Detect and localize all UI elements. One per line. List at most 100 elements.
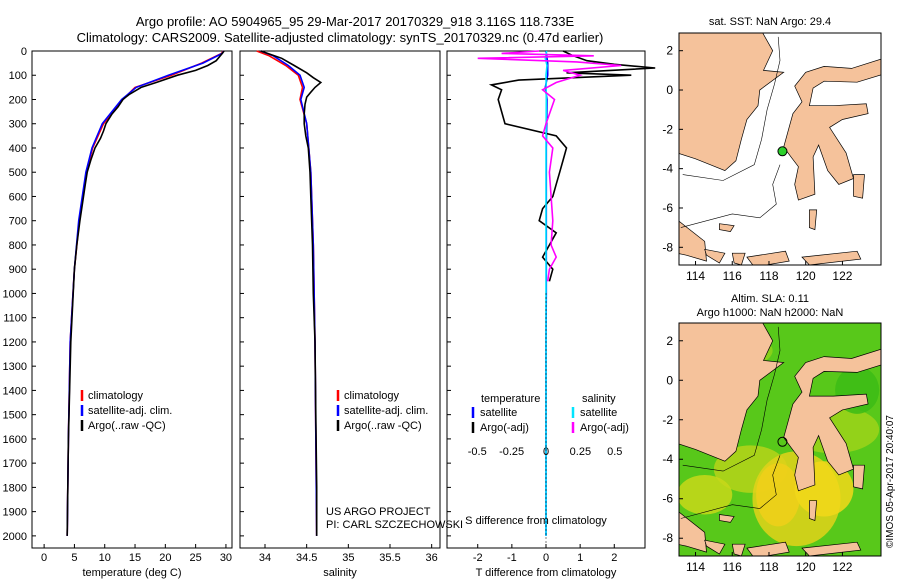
map-x-tick-label: 120 [796, 269, 816, 283]
x-tick-label: -1 [507, 552, 517, 564]
map-frame [678, 322, 882, 557]
y-tick-label: 100 [9, 70, 27, 82]
x-tick-label: 35 [342, 552, 354, 564]
series-line-argo-raw-qc- [66, 50, 225, 536]
x-tick-label: 0 [41, 552, 47, 564]
x-tick-label: 30 [220, 552, 232, 564]
legend-label: climatology [344, 390, 400, 402]
x-axis-label: temperature (deg C) [82, 567, 181, 579]
y-tick-label: 700 [9, 216, 27, 228]
salinity-panel: 34 34.5 35 35.5 36 salinity climatology satelli… [239, 50, 441, 579]
project-label: US ARGO PROJECT [326, 506, 431, 518]
x-tick-label: 35.5 [379, 552, 400, 564]
map-y-tick-label: -4 [662, 452, 673, 466]
bali-land [704, 539, 726, 555]
y-tick-label: 900 [9, 264, 27, 276]
map-bottom-title-1: Altim. SLA: 0.11 [731, 293, 809, 305]
map-content [679, 323, 881, 556]
depth-contour [682, 36, 781, 181]
map-x-tick-label: 122 [832, 560, 852, 574]
legend-label: satellite-adj. clim. [344, 405, 428, 417]
map-top-title: sat. SST: NaN Argo: 29.4 [709, 16, 831, 28]
borneo-land [679, 323, 785, 462]
sla-map: 114 116 118 120 122 2 0 -2 -4 -6 -8 [662, 322, 882, 574]
x-axis-label: T difference from climatology [476, 567, 617, 579]
map-y-tick-label: -2 [662, 413, 673, 427]
selayar-land [809, 209, 818, 231]
plot-frame [31, 50, 233, 549]
legend-label: climatology [88, 390, 144, 402]
legend-label: Argo(-adj) [580, 422, 629, 434]
y-tick-label: 300 [9, 119, 27, 131]
lombok-land [731, 543, 746, 556]
map-frame [678, 32, 882, 266]
y-tick-label: 1500 [3, 410, 27, 422]
map-x-tick-label: 118 [759, 269, 778, 283]
legend-title-salinity: salinity [582, 393, 616, 405]
map-y-tick-label: -6 [662, 201, 673, 215]
y-tick-label: 1700 [3, 458, 27, 470]
buton-land [853, 174, 865, 199]
series-line-climatology [66, 50, 224, 536]
y-tick-label: 1300 [3, 361, 27, 373]
x2-tick-label: 0.5 [607, 446, 622, 458]
x2-tick-label: -0.25 [499, 446, 524, 458]
legend-label: satellite [580, 407, 617, 419]
y-tick-label: 400 [9, 143, 27, 155]
series-line-salinity-argo-adj- [477, 50, 622, 282]
java-land [679, 220, 707, 262]
y-tick-label: 200 [9, 94, 27, 106]
y-tick-label: 1400 [3, 385, 27, 397]
map-y-tick-label: -2 [662, 122, 673, 136]
y-tick-label: 600 [9, 191, 27, 203]
x-tick-label: -2 [473, 552, 483, 564]
series-line-argo-raw-qc- [260, 50, 323, 536]
sst-map: 114 116 118 120 122 2 0 -2 -4 -6 -8 [662, 32, 882, 283]
header-line-1: Argo profile: AO 5904965_95 29-Mar-2017 … [136, 14, 575, 29]
y-tick-label: 1800 [3, 482, 27, 494]
y-tick-label: 2000 [3, 531, 27, 543]
header-line-2: Climatology: CARS2009. Satellite-adjuste… [77, 30, 604, 45]
sumbawa-land [746, 250, 790, 265]
map-y-tick-label: 0 [666, 83, 673, 97]
x-tick-label: 36 [426, 552, 438, 564]
x-axis-label: salinity [323, 567, 357, 579]
y-tick-label: 1000 [3, 288, 27, 300]
sla-patch [679, 475, 733, 515]
legend-label: Argo(..raw -QC) [88, 420, 166, 432]
map-y-tick-label: -4 [662, 162, 673, 176]
plot-frame [239, 50, 441, 549]
x-tick-label: 2 [611, 552, 617, 564]
sumbawa-land [746, 541, 790, 556]
x2-tick-label: 0 [543, 446, 549, 458]
bali-land [704, 248, 726, 264]
depth-contour [680, 455, 781, 519]
x-tick-label: 25 [190, 552, 202, 564]
x-tick-label: 34 [259, 552, 271, 564]
y-tick-label: 1100 [3, 313, 27, 325]
map-y-tick-label: 0 [666, 373, 673, 387]
argo-float-marker [777, 436, 788, 447]
y-tick-label: 0 [21, 46, 27, 58]
x2-tick-label: -0.5 [468, 446, 487, 458]
sla-patch [756, 463, 801, 527]
lombok-land [731, 252, 746, 265]
series-line-satellite-adj-clim- [260, 50, 318, 536]
map-y-tick-label: -6 [662, 492, 673, 506]
map-y-tick-label: -8 [662, 531, 673, 545]
map-y-tick-label: 2 [666, 334, 673, 348]
x-tick-label: 20 [159, 552, 171, 564]
series-line-climatology [256, 50, 318, 536]
x2-axis-label: S difference from climatology [465, 515, 607, 527]
depth-contour [682, 326, 781, 472]
y-tick-label: 1900 [3, 507, 27, 519]
borneo-land [679, 33, 785, 172]
buton-land [853, 464, 865, 490]
x-tick-label: 5 [71, 552, 77, 564]
legend-label: Argo(-adj) [480, 422, 529, 434]
difference-panel: -2 -1 0 1 2 T difference from climatology temp… [446, 50, 656, 579]
y-tick-label: 500 [9, 167, 27, 179]
map-x-tick-label: 114 [686, 269, 705, 283]
map-x-tick-label: 114 [686, 560, 705, 574]
